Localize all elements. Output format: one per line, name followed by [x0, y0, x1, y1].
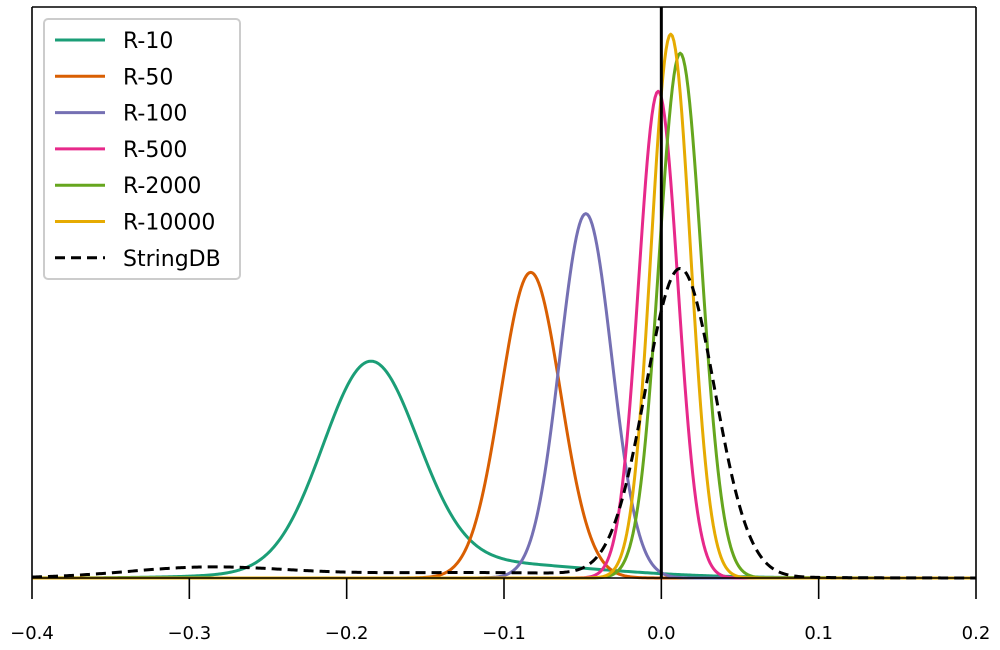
- legend-label: R-10: [123, 29, 173, 54]
- legend: R-10 R-50 R-100 R-500 R-2000 R-10000 StringDB: [43, 18, 241, 280]
- x-tick-label: −0.4: [10, 623, 54, 644]
- legend-label: R-100: [123, 102, 187, 127]
- x-tick-label: −0.1: [482, 623, 526, 644]
- x-tick-label: 0.0: [647, 623, 676, 644]
- axes: −0.4 −0.3 −0.2 −0.1 0.0 0.1 0.2: [10, 6, 991, 644]
- legend-label: StringDB: [123, 247, 221, 272]
- legend-box: [43, 18, 241, 280]
- legend-label: R-50: [123, 65, 173, 90]
- x-tick-label: 0.2: [962, 623, 991, 644]
- x-tick-label: −0.2: [325, 623, 369, 644]
- x-tick-label: −0.3: [167, 623, 211, 644]
- legend-label: R-10000: [123, 211, 215, 236]
- x-tick-label: 0.1: [804, 623, 833, 644]
- legend-label: R-2000: [123, 174, 201, 199]
- legend-label: R-500: [123, 138, 187, 163]
